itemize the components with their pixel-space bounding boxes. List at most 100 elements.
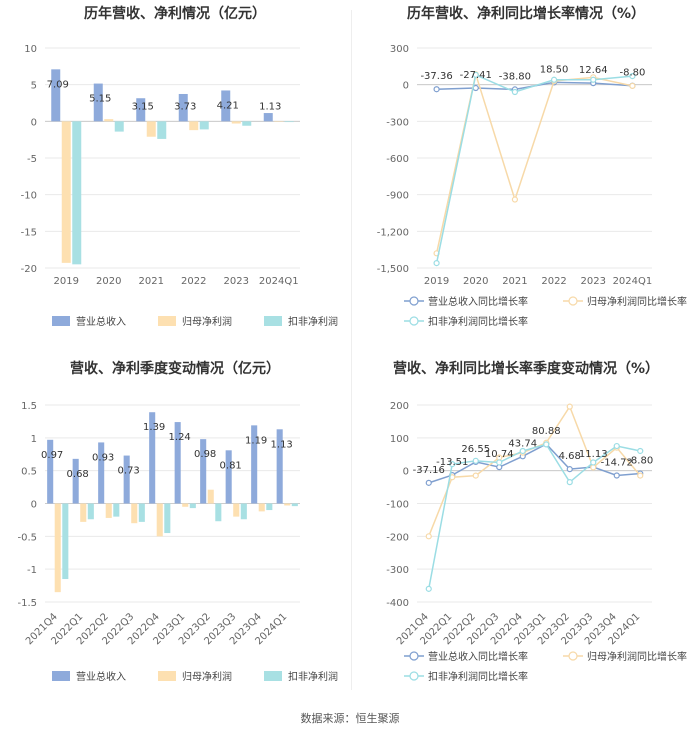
bar	[149, 412, 156, 504]
bar	[200, 439, 207, 504]
data-point	[449, 460, 456, 468]
legend-label: 扣非净利润	[288, 315, 338, 328]
bar	[207, 489, 214, 504]
y-tick-label: -100	[386, 500, 409, 511]
bar	[54, 503, 61, 593]
bar	[199, 121, 209, 130]
bar	[113, 503, 120, 517]
bar	[98, 442, 105, 504]
bar	[47, 439, 54, 504]
series-line	[428, 443, 641, 590]
x-tick-label: 2024Q1	[259, 276, 299, 287]
bar	[284, 503, 291, 506]
data-label: 0.73	[118, 466, 140, 477]
x-tick-label: 2023	[581, 276, 606, 287]
bar	[225, 450, 232, 504]
bar	[284, 121, 294, 123]
data-point	[425, 479, 432, 486]
legend-label: 归母净利润同比增长率	[587, 650, 687, 663]
data-label: 11.13	[579, 449, 608, 460]
chart-title: 营收、净利同比增长率季度变动情况（%）	[392, 361, 660, 377]
data-point	[472, 472, 479, 479]
y-tick-label: 300	[390, 44, 409, 55]
bar	[62, 503, 69, 580]
y-tick-label: 0	[31, 500, 37, 511]
data-label: 7.09	[47, 79, 69, 90]
data-point	[433, 260, 440, 267]
bar	[138, 503, 145, 522]
data-label: -37.16	[413, 465, 445, 476]
data-point	[613, 472, 620, 479]
bar	[72, 121, 82, 265]
data-label: -13.51	[436, 457, 468, 468]
legend-marker	[409, 316, 419, 326]
y-tick-label: 100	[390, 434, 409, 445]
bar	[51, 69, 61, 122]
bar	[72, 458, 79, 504]
data-label: 12.64	[579, 65, 608, 76]
data-point	[637, 472, 644, 479]
bar	[156, 503, 163, 537]
bar	[114, 121, 124, 132]
y-tick-label: 0	[31, 117, 37, 128]
legend-swatch	[264, 316, 282, 326]
data-point	[629, 73, 636, 80]
data-point	[511, 196, 519, 203]
legend-label: 营业总收入	[76, 315, 126, 328]
series-line	[435, 71, 633, 254]
x-tick-label: 2019	[54, 276, 79, 287]
y-tick-label: -900	[386, 191, 409, 202]
y-tick-label: -600	[386, 154, 409, 165]
bar	[242, 121, 252, 126]
data-point	[433, 86, 440, 93]
data-point	[519, 447, 526, 455]
bar	[266, 503, 273, 511]
bar	[61, 121, 71, 263]
legend-label: 扣非净利润同比增长率	[428, 315, 528, 328]
legend-marker	[568, 296, 578, 306]
bar	[178, 93, 188, 122]
data-label: 1.24	[169, 432, 191, 443]
bar	[136, 98, 146, 122]
x-tick-label: 2022	[181, 276, 206, 287]
x-tick-label: 2023	[224, 276, 249, 287]
data-label: 10.74	[485, 449, 514, 460]
data-point	[629, 82, 636, 89]
annual-values-panel: 历年营收、净利情况（亿元） 10 5 0 -5 -10 -15 -20 2019 2020 202…	[0, 0, 350, 345]
bar	[240, 503, 247, 520]
data-label: 0.97	[41, 450, 63, 461]
bar	[274, 121, 284, 122]
bar	[157, 121, 167, 139]
bar	[231, 121, 241, 124]
y-tick-label: -300	[386, 117, 409, 128]
data-label: 1.13	[271, 439, 293, 450]
data-label: 80.88	[532, 426, 561, 437]
y-tick-label: 5	[31, 81, 37, 92]
annual-growth-panel: 历年营收、净利同比增长率情况（%） 300 0 -300 -600 -900 -1,200…	[352, 0, 700, 345]
data-label: 3.15	[132, 101, 154, 112]
legend-label: 归母净利润	[182, 315, 232, 328]
data-point	[566, 479, 573, 486]
data-label: -27.41	[460, 70, 492, 81]
bar	[104, 119, 114, 122]
legend-label: 归母净利润	[182, 670, 232, 683]
y-tick-label: -200	[386, 532, 409, 543]
y-tick-label: -400	[386, 598, 409, 609]
data-label: 26.55	[461, 444, 490, 455]
legend-swatch	[52, 671, 70, 681]
y-tick-label: 200	[390, 401, 409, 412]
data-point	[425, 585, 432, 592]
bar	[123, 455, 130, 504]
data-label: 5.15	[89, 94, 111, 105]
y-tick-label: 0	[403, 467, 409, 478]
data-label: -14.72	[601, 457, 633, 468]
data-point	[425, 533, 432, 540]
bar	[215, 503, 222, 522]
bar	[291, 503, 298, 507]
y-tick-label: -0.5	[17, 532, 37, 543]
bar	[276, 429, 283, 504]
chart-svg: 10 5 0 -5 -10 -15 -20 2019 2020 2021 2022 2023 2024Q…	[21, 44, 338, 328]
data-point	[472, 71, 479, 78]
legend-swatch	[158, 316, 176, 326]
y-tick-label: -1,500	[377, 264, 409, 275]
